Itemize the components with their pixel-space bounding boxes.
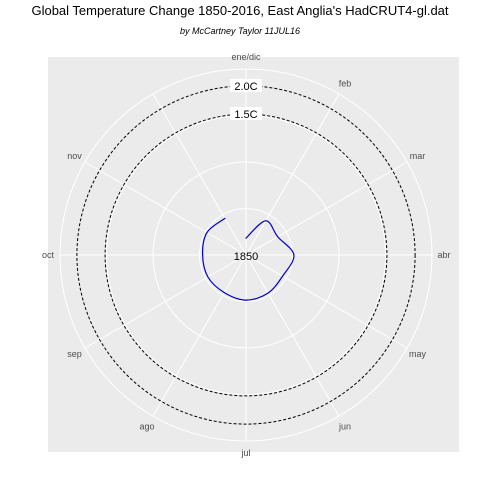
month-label: ago [139,421,154,431]
grid-spoke [152,93,247,256]
reference-label-bg [230,78,262,92]
reference-circles: 2.0C 1.5C [76,78,416,425]
series-point [207,276,209,278]
month-label: ene/dic [231,52,261,62]
month-label: oct [42,250,55,260]
reference-label: 1.5C [234,109,257,121]
series-point [245,237,247,239]
series-point [282,275,284,277]
series-point [206,231,208,234]
month-labels: ene/dic feb mar abr may jun jul ago sep oct nov [42,52,451,458]
series-layer [201,217,295,301]
center-year-label: 1850 [234,251,258,263]
grid-spoke [152,254,247,417]
reference-circle [104,113,388,397]
month-label: mar [410,151,426,161]
polar-grid [59,68,433,442]
month-label: nov [67,151,82,161]
grid-spoke [84,161,247,256]
grid-spoke [245,254,340,417]
month-label: sep [67,349,82,359]
reference-label: 2.0C [234,81,257,93]
chart-title: Global Temperature Change 1850-2016, Eas… [31,3,449,18]
series-point [265,220,267,222]
series-point [224,217,226,219]
month-label: abr [437,250,450,260]
grid-spoke [84,254,247,349]
series-line-1850 [201,217,295,301]
series-point [277,236,279,238]
month-label: jun [338,421,351,431]
series-point [202,254,204,256]
month-label: may [409,349,427,359]
month-label: jul [240,448,250,458]
grid-spoke [245,93,340,256]
chart-subtitle: by McCartney Taylor 11JUL16 [179,26,301,36]
grid-spoke [245,254,408,349]
series-point [223,291,225,294]
month-label: feb [339,79,352,89]
series-point [267,292,269,294]
grid-spoke [245,161,408,256]
series-point [245,299,247,301]
series-point [293,254,295,256]
reference-label-bg [230,107,262,121]
